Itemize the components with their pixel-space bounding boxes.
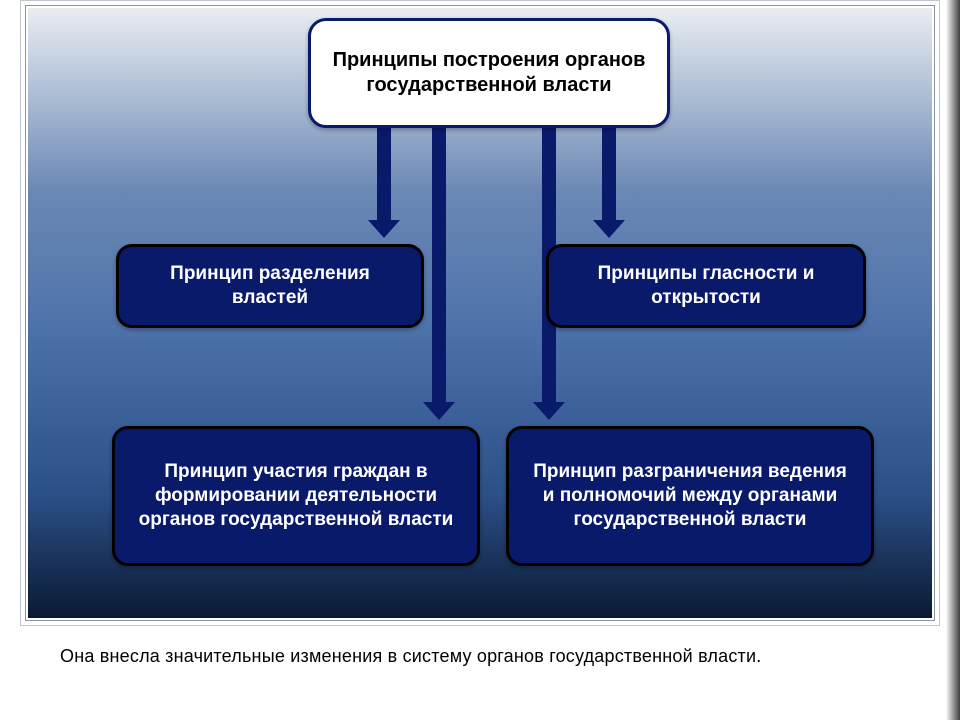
- caption-area: Она внесла значительные изменения в сист…: [0, 626, 960, 720]
- node-n1: Принцип разделения властей: [116, 244, 424, 328]
- caption-text: Она внесла значительные изменения в сист…: [60, 646, 761, 667]
- diagram-canvas: Принципы построения органов государствен…: [28, 8, 932, 618]
- decorative-right-strip: [946, 0, 960, 720]
- arrow-2: [423, 128, 455, 420]
- node-root: Принципы построения органов государствен…: [308, 18, 670, 128]
- node-n2: Принципы гласности и открытости: [546, 244, 866, 328]
- arrow-4: [593, 128, 625, 238]
- node-n3: Принцип участия граждан в формировании д…: [112, 426, 480, 566]
- diagram-frame-outer: Принципы построения органов государствен…: [20, 0, 940, 626]
- diagram-frame-inner: Принципы построения органов государствен…: [25, 5, 935, 621]
- arrow-1: [368, 128, 400, 238]
- node-n4: Принцип разграничения ведения и полномоч…: [506, 426, 874, 566]
